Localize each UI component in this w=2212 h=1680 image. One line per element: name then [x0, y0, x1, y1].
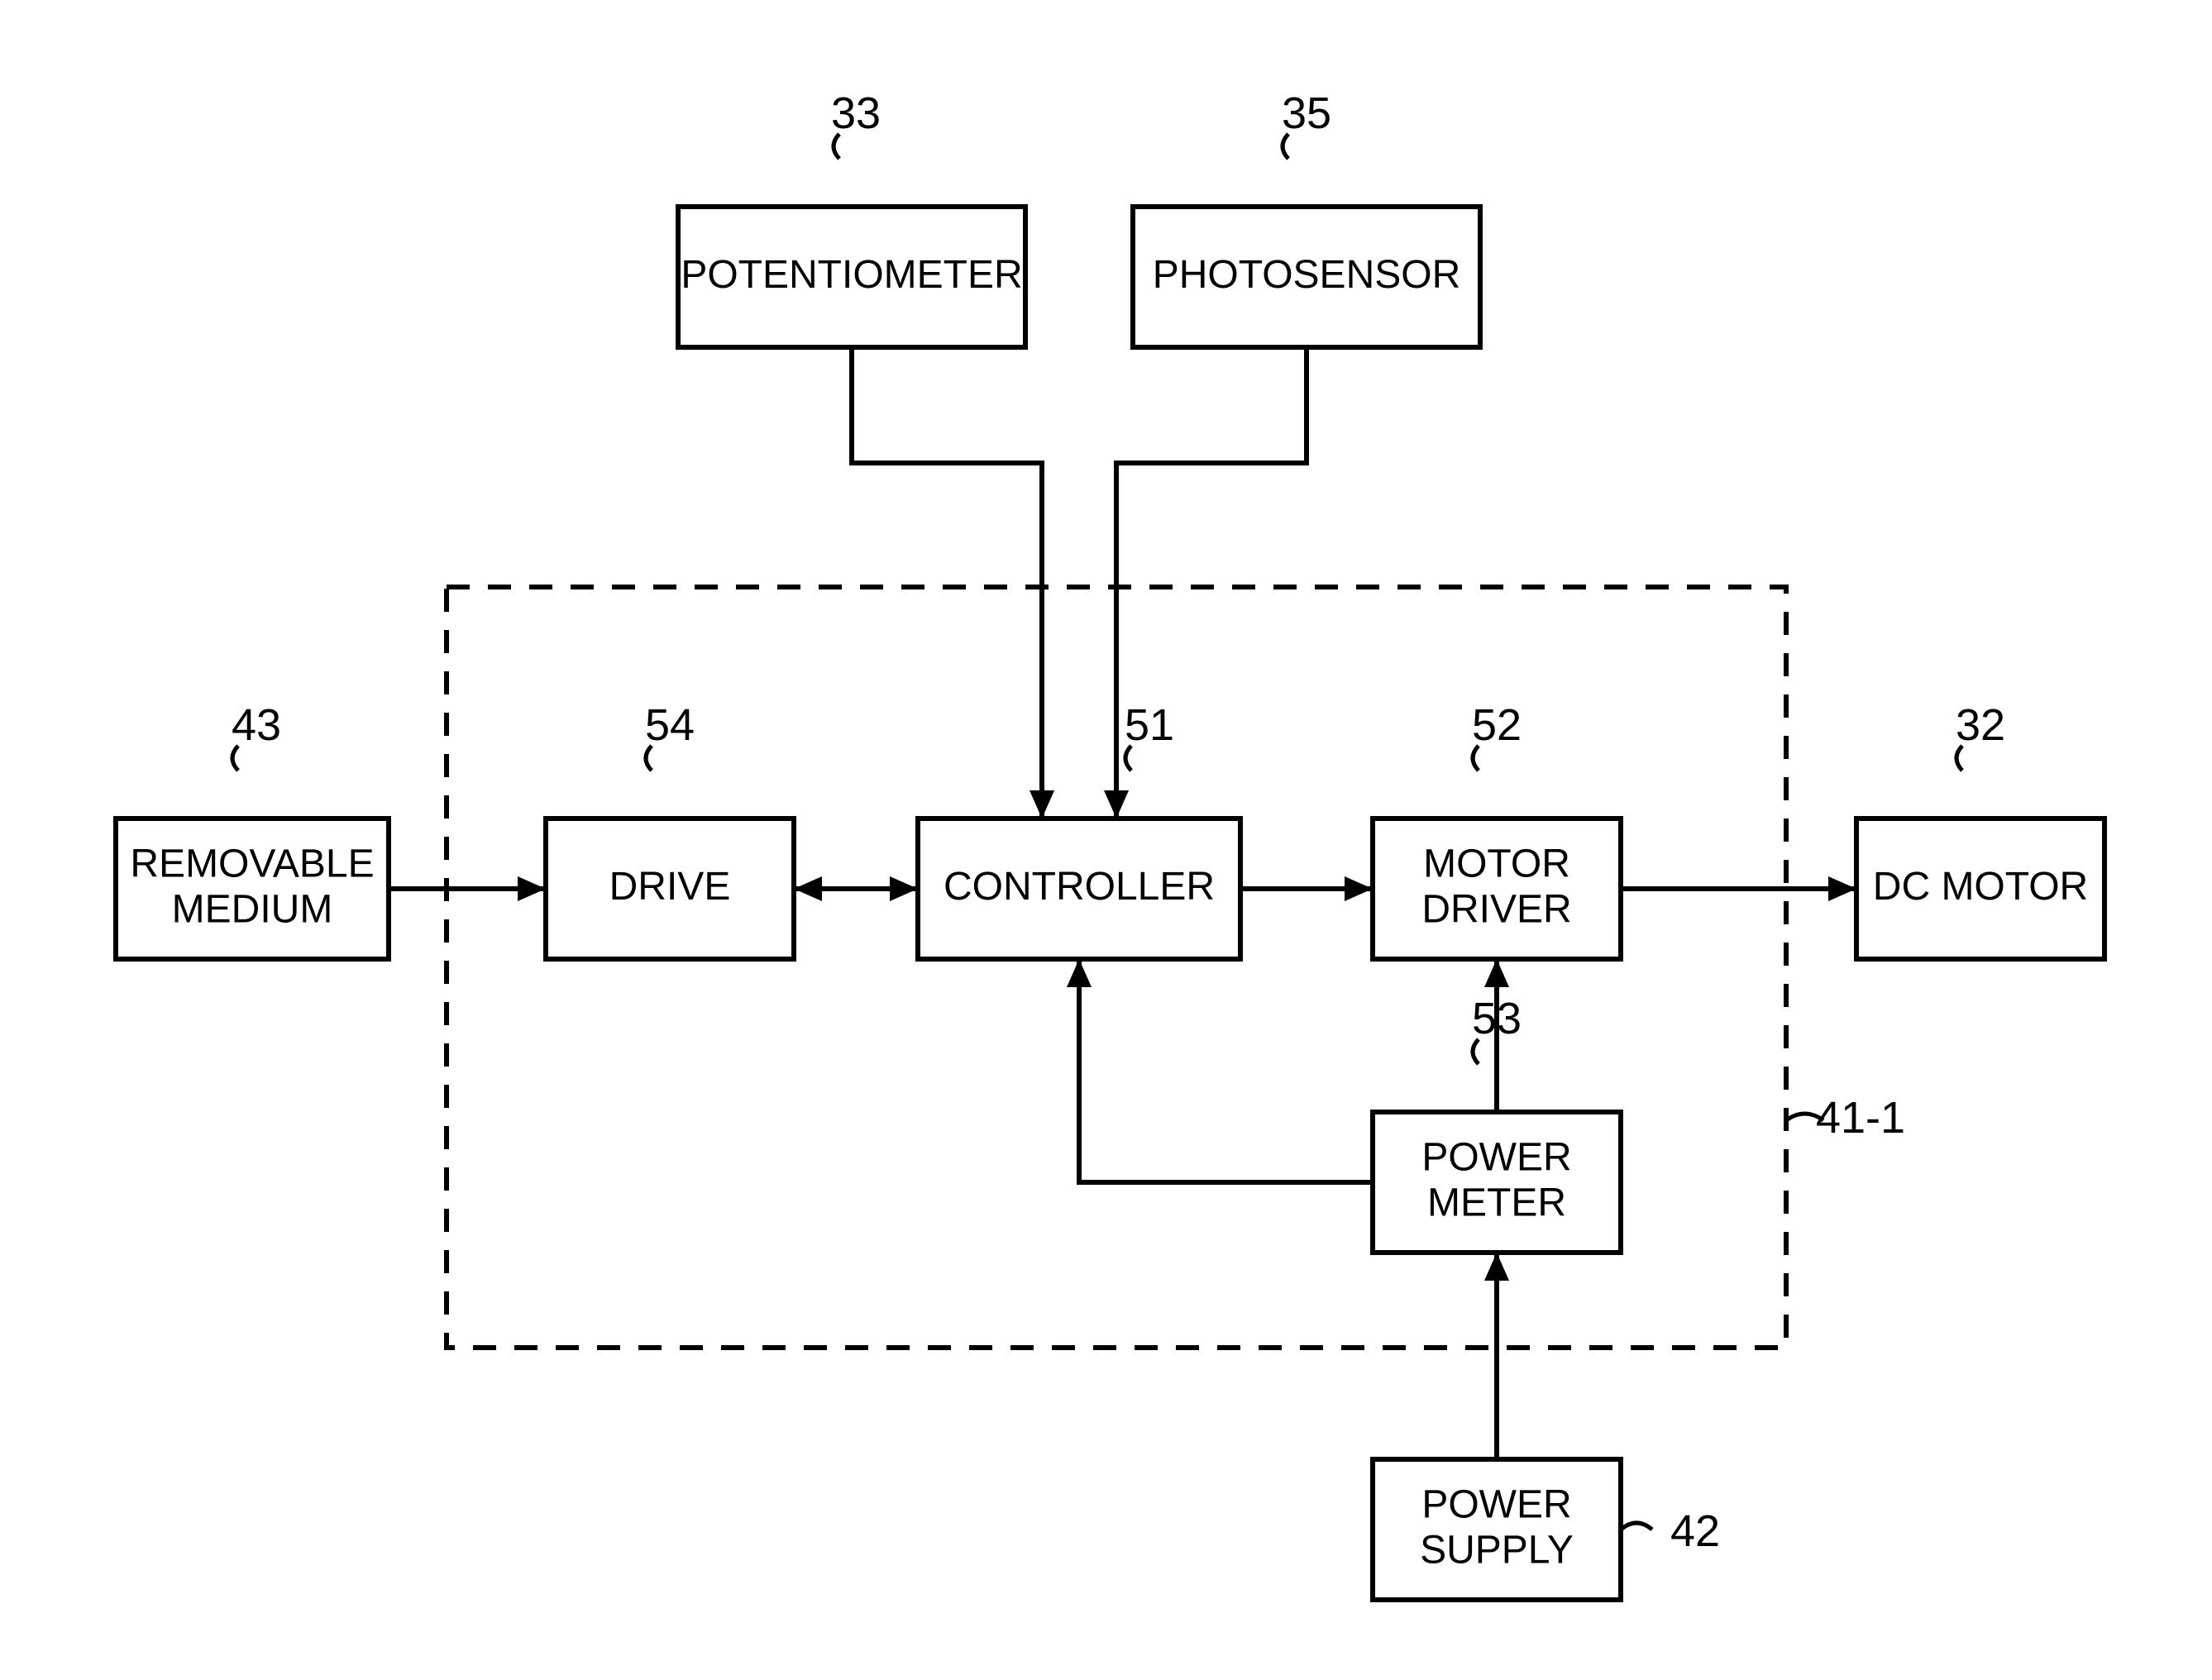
side-tick	[1621, 1523, 1652, 1530]
ref-tick	[1473, 746, 1479, 771]
ref-tick	[1473, 1039, 1479, 1064]
dcmotor-label: DC MOTOR	[1873, 865, 2088, 909]
removable-ref: 43	[232, 700, 281, 750]
photosensor-label: PHOTOSENSOR	[1153, 253, 1461, 297]
drive-label: DRIVE	[609, 865, 731, 909]
connector	[852, 347, 1042, 819]
ref-tick	[1125, 746, 1131, 771]
connector	[1079, 959, 1373, 1182]
powersupply-ref: 42	[1670, 1506, 1720, 1556]
drive-ref: 54	[645, 700, 695, 750]
controller-ref: 51	[1125, 700, 1174, 750]
ref-tick	[232, 746, 238, 771]
potentiometer-label: POTENTIOMETER	[681, 253, 1022, 297]
controller-label: CONTROLLER	[944, 865, 1215, 909]
ref-subsystem: 41-1	[1816, 1093, 1905, 1143]
ref-tick	[646, 746, 652, 771]
ref-tick	[1956, 746, 1962, 771]
dcmotor-ref: 32	[1956, 700, 2005, 750]
ref-tick	[834, 134, 839, 159]
motordriver-ref: 52	[1472, 700, 1522, 750]
photosensor-ref: 35	[1282, 88, 1331, 138]
ref-tick	[1283, 134, 1288, 159]
potentiometer-ref: 33	[831, 88, 881, 138]
